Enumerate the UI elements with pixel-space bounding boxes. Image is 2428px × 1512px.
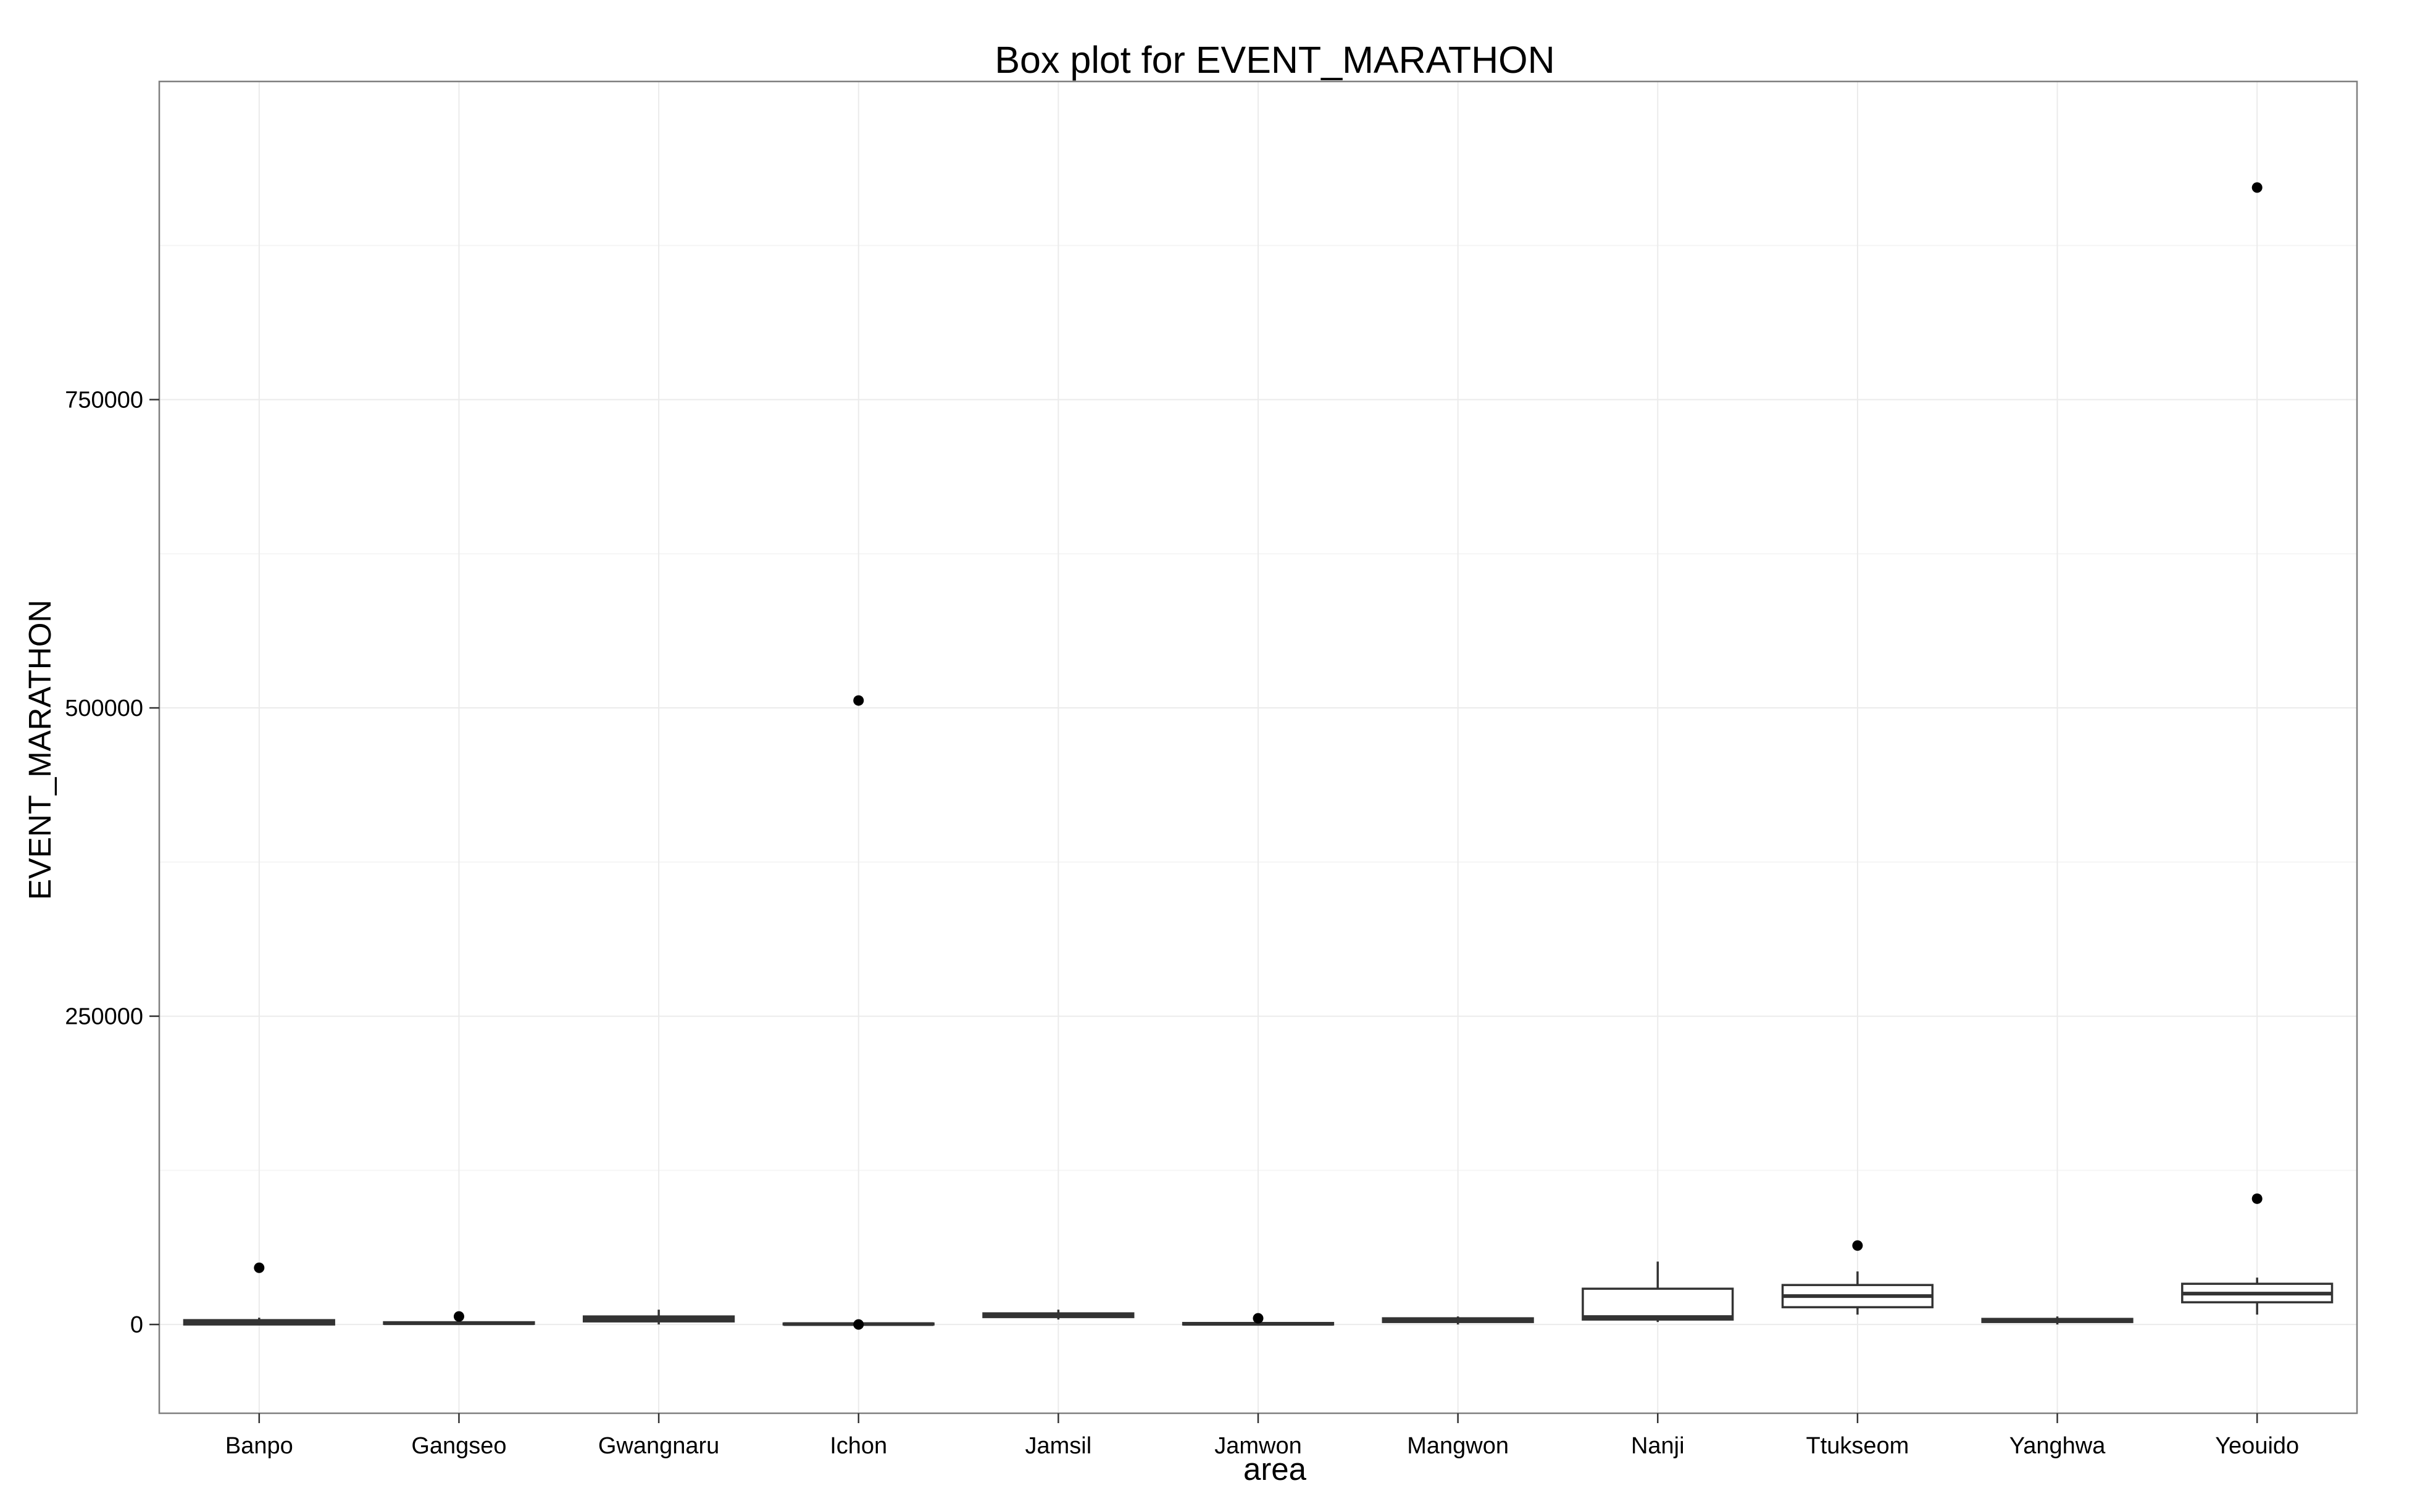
y-tick-label: 750000 — [65, 388, 143, 413]
box-jamwon — [1182, 1313, 1335, 1326]
x-tick-label: Jamsil — [1025, 1433, 1092, 1459]
chart-title: Box plot for EVENT_MARATHON — [995, 39, 1554, 81]
x-tick-label: Nanji — [1631, 1433, 1685, 1459]
outlier-point — [2251, 1193, 2263, 1204]
outlier-point — [453, 1311, 464, 1322]
box-gwangnaru — [582, 1310, 735, 1325]
box-iqr — [1582, 1287, 1734, 1321]
x-tick-label: Banpo — [225, 1433, 293, 1459]
boxes — [183, 182, 2334, 1330]
axes: 0 250000 500000 750000 Banpo Gangseo Gwangnaru… — [65, 388, 2299, 1459]
y-axis-title: EVENT_MARATHON — [22, 600, 57, 900]
x-axis-title: area — [1243, 1452, 1307, 1487]
outlier-point — [1253, 1313, 1264, 1324]
box-jamsil — [982, 1310, 1135, 1320]
outlier-point — [853, 1319, 864, 1330]
x-tick-label: Gangseo — [411, 1433, 506, 1459]
y-tick-label: 500000 — [65, 696, 143, 721]
box-yanghwa — [1981, 1316, 2134, 1325]
outlier-point — [1852, 1240, 1863, 1251]
x-tick-label: Yanghwa — [2009, 1433, 2106, 1459]
box-mangwon — [1382, 1316, 1534, 1325]
x-tick-label: Jamwon — [1214, 1433, 1302, 1459]
box-nanji — [1582, 1261, 1734, 1323]
outlier-point — [853, 695, 864, 706]
x-tick-label: Ttukseom — [1806, 1433, 1909, 1459]
x-tick-label: Ichon — [830, 1433, 887, 1459]
y-tick-label: 0 — [130, 1312, 143, 1338]
outlier-point — [254, 1262, 265, 1273]
box-ttukseom — [1781, 1240, 1934, 1315]
box-banpo — [183, 1262, 335, 1326]
box-ichon — [782, 695, 935, 1330]
y-tick-label: 250000 — [65, 1004, 143, 1030]
outlier-point — [2251, 182, 2263, 193]
x-tick-label: Yeouido — [2215, 1433, 2299, 1459]
x-tick-label: Gwangnaru — [598, 1433, 719, 1459]
x-tick-label: Mangwon — [1407, 1433, 1509, 1459]
box-yeouido — [2181, 182, 2334, 1315]
box-gangseo — [383, 1311, 535, 1326]
